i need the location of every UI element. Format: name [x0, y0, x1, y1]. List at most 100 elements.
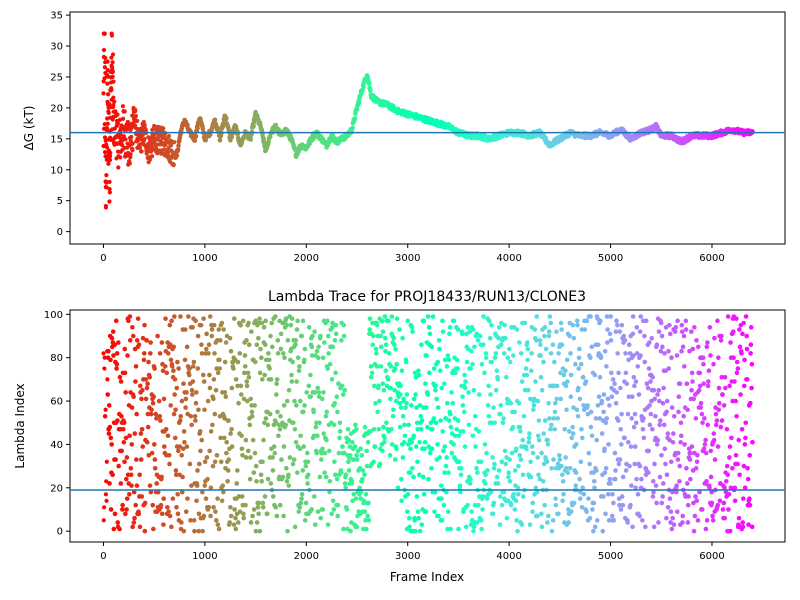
lambda-point [674, 489, 679, 495]
lambda-point [617, 502, 622, 508]
lambda-point [448, 526, 453, 532]
lambda-point [318, 515, 324, 521]
lambda-point [262, 372, 268, 378]
lambda-point [680, 344, 686, 350]
lambda-point [563, 368, 568, 374]
lambda-point [195, 366, 201, 371]
lambda-point [118, 481, 124, 486]
lambda-point [133, 502, 139, 508]
lambda-point [641, 416, 646, 421]
lambda-point [383, 368, 389, 374]
lambda-point [501, 489, 507, 495]
lambda-point [245, 448, 251, 454]
lambda-point [662, 446, 668, 452]
lambda-point [278, 346, 284, 352]
lambda-point [165, 351, 171, 356]
lambda-point [580, 435, 585, 441]
lambda-point [535, 398, 541, 404]
lambda-point [541, 359, 546, 365]
lambda-point [228, 348, 234, 354]
lambda-point [592, 372, 598, 378]
lambda-point [633, 485, 638, 491]
lambda-point [578, 459, 584, 465]
lambda-point [460, 394, 465, 400]
lambda-point [292, 524, 298, 530]
lambda-point [404, 392, 410, 397]
lambda-point [488, 392, 493, 397]
lambda-point [574, 318, 580, 324]
lambda-point [246, 320, 251, 326]
lambda-point [707, 485, 712, 491]
lambda-point [351, 491, 357, 497]
lambda-point [412, 370, 418, 376]
lambda-point [106, 348, 111, 354]
lambda-point [712, 457, 718, 462]
lambda-point [677, 381, 683, 387]
lambda-point [399, 368, 405, 374]
lambda-point [323, 474, 329, 480]
lambda-point [598, 318, 603, 324]
lambda-point [253, 318, 258, 324]
lambda-point [183, 396, 189, 402]
delta-g-point [133, 113, 139, 119]
lambda-point [442, 444, 448, 449]
lambda-point [132, 515, 137, 521]
lambda-point [172, 377, 178, 382]
lambda-point [575, 413, 581, 419]
lambda-point [604, 364, 609, 369]
lambda-point [190, 364, 196, 369]
lambda-point [518, 351, 524, 356]
lambda-point [749, 524, 755, 530]
lambda-point [745, 465, 750, 471]
lambda-point [543, 346, 549, 352]
lambda-point [342, 387, 348, 393]
lambda-point [628, 502, 633, 508]
lambda-point [498, 403, 504, 408]
lambda-point [378, 333, 383, 339]
lambda-point [568, 372, 574, 378]
lambda-point [229, 385, 235, 391]
lambda-point [666, 348, 671, 354]
lambda-point [312, 522, 318, 527]
lambda-point [535, 513, 540, 519]
lambda-point [275, 351, 281, 356]
lambda-point [514, 446, 519, 452]
lambda-point [353, 422, 358, 428]
lambda-point [608, 338, 614, 343]
lambda-point [671, 413, 677, 419]
lambda-point [466, 390, 471, 395]
y-tick-label: 0 [57, 527, 63, 538]
lambda-point [656, 520, 661, 525]
delta-g-point [267, 134, 273, 140]
lambda-point [133, 379, 138, 384]
delta-g-point [112, 99, 117, 104]
lambda-point [406, 515, 412, 521]
lambda-point [196, 511, 202, 517]
lambda-point [293, 439, 299, 445]
lambda-point [376, 383, 381, 389]
lambda-point [517, 424, 523, 430]
lambda-point [727, 383, 732, 389]
lambda-point [351, 457, 356, 462]
lambda-point [713, 422, 719, 428]
lambda-point [321, 390, 326, 395]
lambda-point [116, 340, 121, 345]
lambda-point [337, 429, 343, 434]
lambda-point [650, 374, 655, 380]
lambda-point [156, 398, 162, 404]
lambda-point [479, 526, 484, 532]
delta-g-point [115, 121, 120, 126]
lambda-point [519, 522, 525, 527]
lambda-point [262, 494, 268, 499]
delta-g-point [115, 112, 120, 117]
lambda-point [608, 314, 613, 319]
lambda-point [547, 416, 552, 421]
lambda-point [329, 511, 334, 517]
lambda-point [252, 359, 258, 365]
lambda-point [270, 344, 275, 350]
lambda-point [529, 444, 535, 449]
lambda-point [174, 385, 180, 391]
lambda-point [639, 476, 644, 482]
lambda-point [449, 450, 455, 456]
lambda-point [612, 450, 618, 456]
